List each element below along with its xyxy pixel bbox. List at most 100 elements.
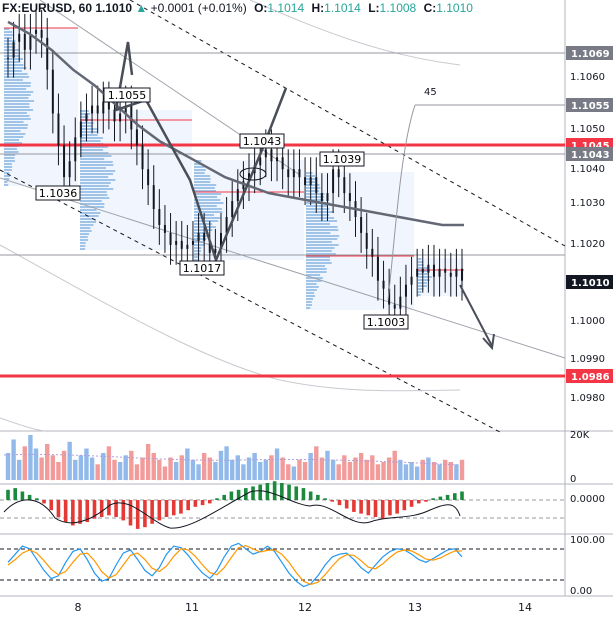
candle-body: [461, 268, 463, 281]
profile-row: [80, 167, 106, 169]
volume-bar: [56, 462, 61, 480]
profile-row: [306, 274, 321, 276]
volume-bar: [95, 464, 100, 480]
profile-row: [194, 205, 217, 207]
profile-row: [306, 208, 330, 210]
profile-row: [418, 270, 430, 272]
candle-body: [175, 240, 178, 245]
volume-bar: [375, 464, 381, 480]
profile-row: [194, 247, 202, 249]
stoch-tick-100: 100.00: [570, 535, 605, 546]
profile-row: [306, 187, 321, 189]
profile-row: [306, 223, 330, 225]
profile-row: [80, 146, 108, 148]
profile-row: [4, 55, 20, 57]
profile-row: [306, 304, 312, 306]
macd-bar: [258, 484, 263, 500]
profile-row: [194, 235, 211, 237]
volume-ma: [3, 453, 461, 466]
profile-row: [194, 196, 218, 198]
close-value: 1.1010: [436, 1, 473, 15]
volume-bar: [302, 462, 308, 480]
volume-bars: [5, 435, 465, 481]
volume-bar: [39, 457, 44, 480]
candle-body: [163, 224, 166, 233]
profile-row: [306, 250, 332, 252]
macd-bar: [135, 500, 140, 529]
profile-row: [194, 193, 222, 195]
profile-row: [306, 301, 312, 303]
profile-row: [306, 295, 316, 297]
candle-body: [208, 240, 211, 253]
macd-bar: [308, 491, 313, 500]
profile-row: [418, 264, 424, 266]
candle-body: [376, 256, 379, 281]
price-axis[interactable]: [565, 0, 613, 596]
candle-body: [197, 232, 200, 241]
profile-row: [4, 154, 16, 156]
volume-bar: [50, 455, 56, 481]
macd-signal-line: [3, 490, 461, 529]
profile-row: [4, 70, 22, 72]
candle-body: [236, 189, 239, 202]
macd-bar: [200, 500, 205, 506]
volume-bar: [213, 462, 218, 480]
time-tick-13: 13: [408, 601, 422, 614]
volume-bar: [190, 459, 196, 481]
macd-bar: [71, 500, 75, 526]
candle-body: [348, 193, 351, 202]
profile-row: [80, 110, 89, 112]
volume-bar: [381, 462, 386, 480]
candle-body: [399, 296, 402, 309]
profile-row: [194, 253, 201, 255]
profile-row: [194, 256, 198, 258]
candle-body: [12, 41, 15, 58]
macd-bar: [373, 500, 378, 517]
macd-bar: [92, 500, 97, 519]
profile-row: [4, 112, 27, 114]
macd-bar: [280, 483, 284, 500]
tick-0990: 1.0990: [570, 354, 605, 365]
profile-row: [194, 208, 222, 210]
candle-body: [382, 280, 385, 289]
profile-row: [80, 224, 94, 226]
volume-bar: [101, 453, 106, 480]
profile-row: [418, 288, 424, 290]
profile-row: [80, 140, 101, 142]
macd-bar: [438, 496, 443, 500]
volume-bar: [291, 466, 297, 480]
profile-row: [194, 229, 213, 231]
volume-bar: [409, 462, 414, 480]
candle-body: [51, 69, 54, 114]
macd-bar: [164, 500, 169, 517]
profile-row: [194, 244, 205, 246]
macd-bar: [452, 493, 457, 500]
profile-row: [194, 190, 216, 192]
symbol-label: FX:EURUSD, 60: [2, 1, 93, 15]
profile-row: [4, 115, 30, 117]
profile-row: [80, 245, 86, 247]
profile-row: [306, 190, 320, 192]
profile-row: [194, 184, 217, 186]
macd-bar: [409, 500, 414, 507]
annotation-1036: 1.1036: [35, 185, 81, 201]
volume-bar: [403, 464, 409, 480]
candle-body: [326, 193, 329, 202]
open-value: 1.1014: [267, 1, 305, 15]
profile-row: [418, 258, 422, 260]
candle-body: [264, 149, 267, 158]
candle-body: [79, 121, 82, 138]
profile-row: [306, 193, 325, 195]
moving-average-line: [7, 20, 464, 227]
high-value: 1.1014: [324, 1, 361, 15]
volume-bar: [89, 457, 95, 480]
profile-row: [80, 227, 91, 229]
candle-body: [287, 169, 290, 178]
svg-text:1.1043: 1.1043: [243, 135, 282, 148]
macd-bar: [236, 489, 241, 500]
svg-text:1.1043: 1.1043: [571, 150, 610, 161]
profile-row: [80, 194, 108, 196]
profile-row: [194, 169, 206, 171]
volume-bar: [370, 455, 375, 481]
